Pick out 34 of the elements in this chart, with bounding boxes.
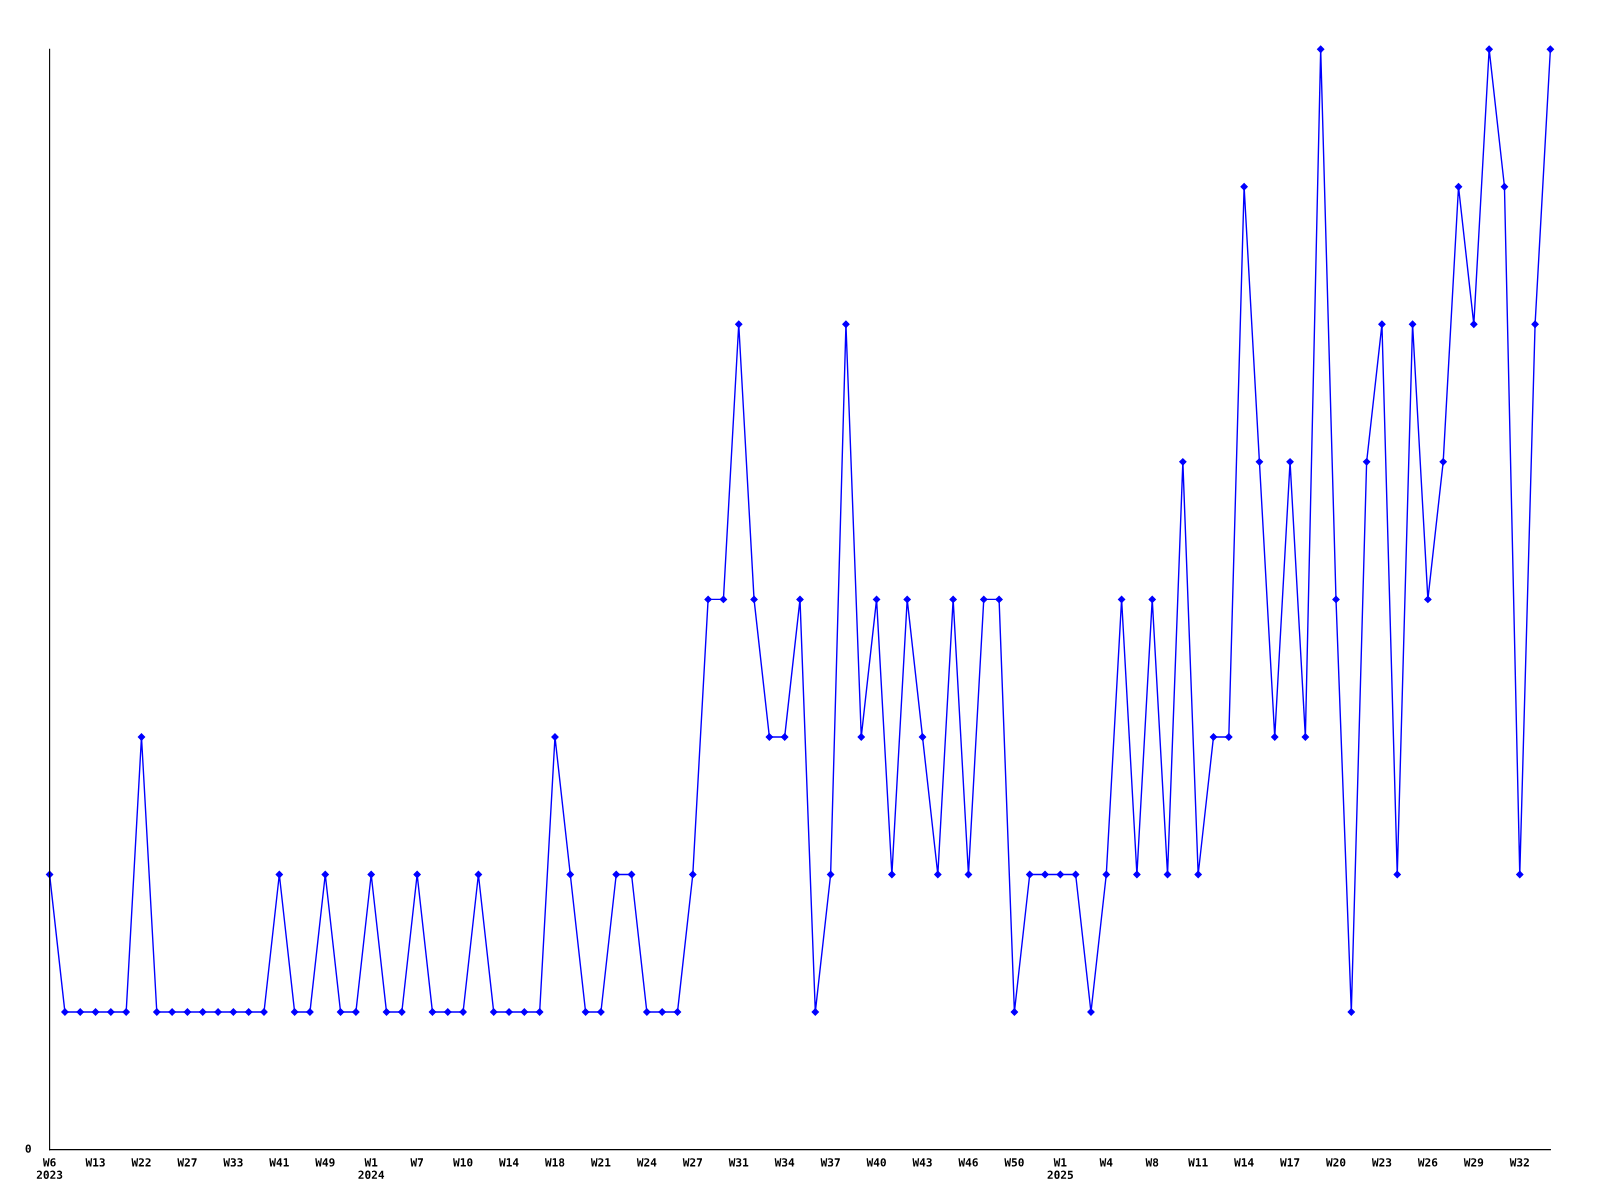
x-tick-label: W8 [1145,1158,1159,1167]
x-tick-label: W34 [774,1158,795,1167]
x-tick-label: W49 [315,1158,335,1167]
x-tick-label: W26 [1417,1158,1438,1167]
x-tick-label: W6 2023 [36,1158,63,1179]
x-tick-label: W43 [912,1158,932,1167]
x-tick-label: W32 [1509,1158,1529,1167]
x-tick-label: W14 [1234,1158,1254,1167]
x-tick-label: W23 [1371,1158,1392,1167]
x-tick-label: W37 [820,1158,840,1167]
x-tick-label: W7 [410,1158,423,1167]
x-tick-label: W29 [1463,1158,1484,1167]
x-tick-label: W10 [453,1158,473,1167]
x-tick-label: W4 [1099,1158,1113,1167]
x-tick-label: W20 [1325,1158,1346,1167]
x-tick-label: W17 [1280,1158,1300,1167]
x-tick-label: W46 [958,1158,978,1167]
text: 0 [25,1144,31,1153]
x-tick-label: W31 [728,1158,749,1167]
x-tick-label: W22 [131,1158,151,1167]
x-tick-label: W14 [498,1158,519,1167]
x-tick-label: W24 [636,1158,657,1167]
x-tick-label: W1 2024 [358,1158,385,1179]
x-tick-label: W21 [590,1158,611,1167]
x-tick-label: W27 [177,1158,197,1167]
x-tick-label: W13 [85,1158,105,1167]
x-tick-label: W11 [1188,1158,1208,1167]
x-tick-label: W1 2025 [1047,1158,1073,1179]
x-tick-label: W18 [544,1158,565,1167]
x-tick-label: W41 [269,1158,289,1167]
x-tick-label: W33 [223,1158,243,1167]
x-tick-label: W40 [866,1158,886,1167]
x-tick-label: W50 [1004,1158,1024,1167]
x-tick-label: W27 [682,1158,702,1167]
